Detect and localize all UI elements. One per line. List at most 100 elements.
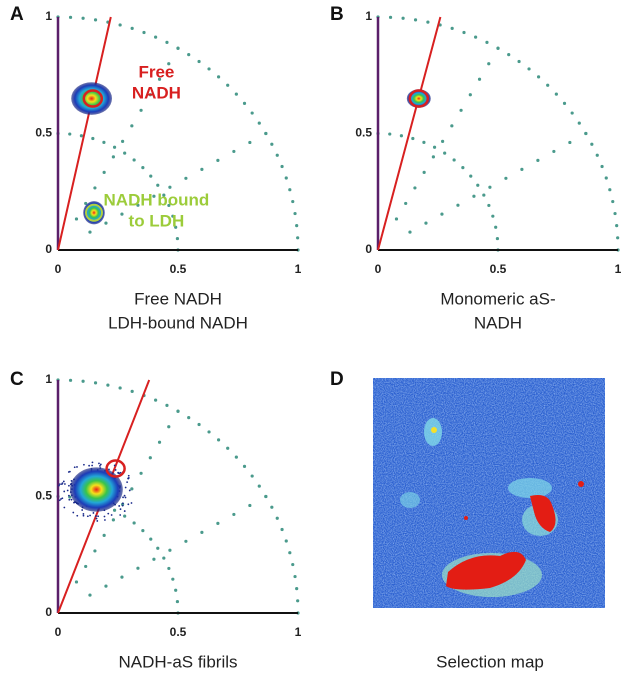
reference-dot	[469, 174, 473, 178]
reference-dot	[121, 139, 125, 143]
reference-dot	[296, 599, 300, 603]
scatter-dot	[76, 466, 78, 468]
reference-dot	[595, 153, 599, 157]
reference-dot	[112, 145, 117, 149]
reference-dot	[250, 474, 254, 478]
selection-circle	[105, 459, 126, 478]
panel-caption: Selection map	[436, 652, 544, 671]
reference-dot	[264, 131, 268, 136]
annotation: NADH	[132, 83, 181, 102]
reference-dot	[242, 101, 247, 105]
scatter-dot	[70, 498, 73, 501]
reference-dot	[132, 158, 136, 162]
reference-dot	[232, 512, 236, 517]
panel-letter: A	[10, 4, 24, 25]
scatter-dot	[99, 463, 102, 466]
panel-caption: Free NADH	[134, 289, 222, 308]
reference-dot	[476, 183, 480, 187]
reference-dot	[604, 176, 608, 180]
reference-dot	[485, 40, 489, 44]
reference-dot	[477, 77, 482, 81]
scatter-dot	[94, 515, 97, 517]
reference-dot	[422, 170, 426, 174]
reference-dot	[527, 67, 531, 71]
reference-dot	[154, 35, 158, 39]
scatter-dot	[73, 501, 75, 504]
x-tick-label: 1	[295, 262, 302, 276]
reference-dot	[394, 217, 399, 221]
reference-dot	[197, 59, 201, 64]
reference-dot	[474, 35, 478, 39]
reference-dot	[187, 415, 191, 420]
reference-dot	[174, 225, 178, 229]
reference-dot	[250, 111, 254, 115]
reference-dot	[280, 164, 284, 169]
scatter-dot	[91, 464, 94, 467]
reference-dot	[104, 221, 108, 225]
reference-dot	[111, 518, 115, 522]
scatter-dot	[61, 497, 64, 500]
reference-dot	[487, 203, 491, 208]
reference-dot	[616, 236, 620, 240]
reference-dot	[432, 145, 437, 149]
scatter-dot	[117, 472, 120, 474]
reference-dot	[248, 140, 252, 145]
reference-dot	[162, 556, 166, 560]
scatter-dot	[108, 468, 110, 471]
reference-dot	[270, 142, 274, 146]
scatter-dot	[68, 494, 70, 497]
reference-dot	[168, 185, 172, 189]
selection-map-image	[373, 378, 605, 608]
scatter-dot	[81, 509, 84, 511]
scatter-dot	[59, 483, 61, 486]
reference-dot	[536, 158, 540, 162]
scatter-dot	[113, 464, 116, 467]
reference-dot	[81, 379, 85, 383]
y-tick-label: 1	[45, 372, 52, 386]
scatter-dot	[82, 513, 85, 515]
reference-dot	[440, 212, 444, 216]
reference-dot	[452, 158, 456, 162]
reference-dot	[552, 149, 556, 154]
reference-dot	[491, 214, 495, 218]
reference-dot	[275, 153, 279, 157]
reference-dot	[426, 20, 430, 24]
y-tick-label: 0.5	[35, 126, 52, 140]
phasor-cluster	[71, 82, 112, 115]
reference-dot	[600, 164, 604, 169]
reference-dot	[148, 93, 152, 97]
reference-dot	[200, 530, 204, 534]
reference-dot	[456, 203, 460, 207]
reference-dot	[168, 548, 172, 552]
reference-dot	[176, 46, 180, 50]
reference-dot	[293, 211, 297, 216]
reference-dot	[130, 124, 134, 128]
panel-caption: LDH-bound NADH	[108, 313, 248, 332]
reference-dot	[200, 167, 204, 171]
reference-dot	[139, 108, 143, 112]
reference-dot	[520, 167, 524, 171]
x-tick-label: 0	[375, 262, 382, 276]
reference-dot	[611, 199, 615, 204]
reference-dot	[226, 83, 230, 87]
reference-dot	[123, 514, 127, 518]
reference-dot	[401, 16, 405, 20]
reference-dot	[404, 201, 408, 206]
reference-dot	[216, 521, 220, 525]
reference-dot	[296, 236, 300, 240]
panel-letter: C	[10, 369, 24, 390]
scatter-dot	[97, 515, 100, 518]
reference-dot	[167, 425, 171, 429]
reference-dot	[554, 92, 558, 96]
scatter-dot	[130, 502, 133, 504]
reference-dot	[167, 203, 171, 208]
scatter-dot	[88, 464, 91, 467]
reference-dot	[118, 23, 122, 27]
reference-dot	[118, 386, 122, 390]
scatter-dot	[66, 489, 69, 492]
reference-dot	[291, 199, 295, 204]
reference-dot	[257, 484, 261, 488]
reference-dot	[494, 225, 498, 229]
scatter-dot	[114, 469, 117, 471]
